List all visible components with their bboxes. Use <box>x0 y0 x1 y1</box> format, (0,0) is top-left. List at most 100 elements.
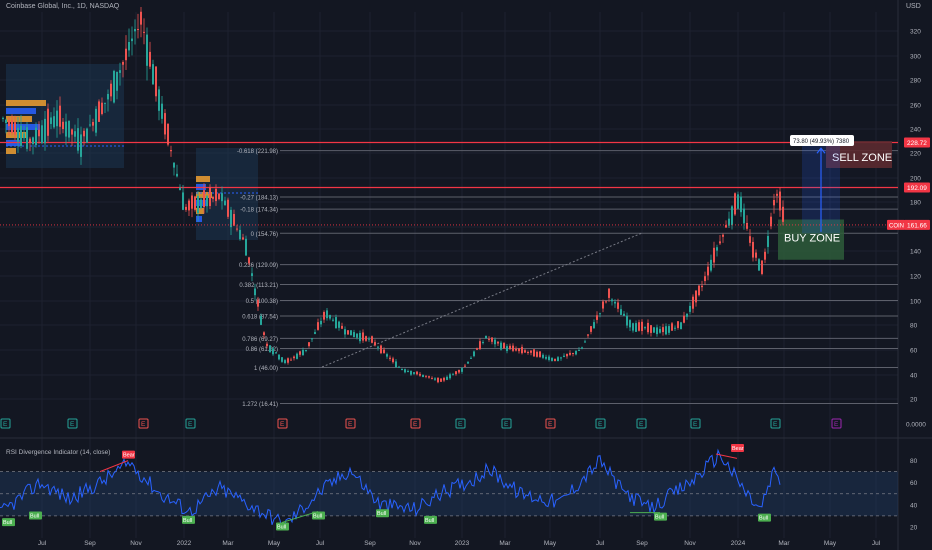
price-tick-label: 200 <box>910 176 921 183</box>
bear-label: Bear <box>123 453 135 459</box>
candle-body <box>404 369 406 373</box>
candle-body <box>641 321 643 332</box>
candle-body <box>623 313 625 316</box>
candle-body <box>146 34 148 66</box>
candle-body <box>551 358 553 361</box>
candle-body <box>293 356 295 359</box>
price-tick-label: 100 <box>910 299 921 306</box>
candle-body <box>380 345 382 354</box>
price-tick-label: 220 <box>910 151 921 158</box>
candle-body <box>455 371 457 375</box>
candle-body <box>110 83 112 97</box>
candle-body <box>278 354 280 360</box>
candle-body <box>770 216 772 227</box>
price-tick-label: 80 <box>910 323 918 330</box>
rsi-tick-label: 80 <box>910 458 918 465</box>
candle-body <box>620 309 622 315</box>
candle-body <box>743 208 745 224</box>
candle-body <box>698 285 700 296</box>
volume-profile-bar <box>6 100 46 106</box>
candle-body <box>767 235 769 247</box>
candle-body <box>617 302 619 309</box>
candle-body <box>740 196 742 213</box>
candle-body <box>317 322 319 330</box>
bull-label-box <box>654 512 667 521</box>
candle-body <box>707 266 709 276</box>
candle-body <box>131 38 133 42</box>
candle-body <box>662 327 664 333</box>
earnings-marker-label: E <box>693 421 698 428</box>
candle-body <box>776 193 778 196</box>
candle-body <box>215 188 217 202</box>
candle-body <box>563 355 565 357</box>
time-tick-label: Nov <box>409 540 421 547</box>
earnings-marker <box>455 418 466 429</box>
candle-body <box>269 345 271 353</box>
candle-body <box>71 129 73 135</box>
last-price-tag <box>904 219 930 230</box>
candle-body <box>314 332 316 334</box>
candle-body <box>725 225 727 228</box>
candle-body <box>521 346 523 354</box>
earnings-marker-label: E <box>773 421 778 428</box>
candle-body <box>167 123 169 145</box>
candle-body <box>497 341 499 344</box>
candle-body <box>548 356 550 360</box>
currency-label[interactable]: USD <box>906 3 921 10</box>
volume-profile-bar <box>6 124 40 130</box>
candle-body <box>260 316 262 325</box>
candle-body <box>440 378 442 382</box>
earnings-marker-label: E <box>504 421 509 428</box>
candle-body <box>545 356 547 359</box>
candle-body <box>566 353 568 357</box>
price-tick-label: 180 <box>910 200 921 207</box>
earnings-marker <box>770 418 781 429</box>
candle-body <box>653 327 655 333</box>
price-tick-label: 20 <box>910 397 918 404</box>
price-tick-label: 240 <box>910 127 921 134</box>
candle-body <box>680 322 682 330</box>
bull-label: Bull <box>655 515 664 521</box>
candle-body <box>116 71 118 91</box>
candle-body <box>470 357 472 359</box>
candle-body <box>155 66 157 97</box>
measure-arrowhead <box>816 147 826 154</box>
candle-body <box>668 326 670 333</box>
candle-body <box>44 118 46 144</box>
candle-body <box>350 330 352 336</box>
candle-body <box>35 127 37 146</box>
candle-body <box>323 311 325 320</box>
fib-level-label: 1 (46.00) <box>254 366 278 372</box>
candle-body <box>779 191 781 211</box>
candle-body <box>449 374 451 379</box>
candle-body <box>308 342 310 347</box>
candle-body <box>410 370 412 375</box>
candle-body <box>674 327 676 329</box>
candle-body <box>239 229 241 240</box>
candle-body <box>170 150 172 152</box>
time-tick-label: Sep <box>364 540 376 547</box>
candle-body <box>62 121 64 130</box>
candle-body <box>365 336 367 341</box>
candle-body <box>95 108 97 133</box>
candle-body <box>479 341 481 350</box>
candle-body <box>476 348 478 350</box>
time-tick-label: Nov <box>684 540 696 547</box>
candle-body <box>158 89 160 111</box>
candle-body <box>299 351 301 355</box>
candle-body <box>386 354 388 357</box>
candle-body <box>584 341 586 343</box>
candle-body <box>143 31 145 33</box>
candle-body <box>359 332 361 342</box>
bull-label-box <box>182 515 195 524</box>
bull-label: Bull <box>277 525 286 531</box>
candle-body <box>11 120 13 133</box>
candle-body <box>542 354 544 358</box>
candle-body <box>602 301 604 309</box>
price-tick-label: 280 <box>910 78 921 85</box>
earnings-marker-label: E <box>141 421 146 428</box>
bull-label-box <box>424 515 437 524</box>
time-tick-label: Mar <box>778 540 790 547</box>
candle-body <box>245 238 247 256</box>
